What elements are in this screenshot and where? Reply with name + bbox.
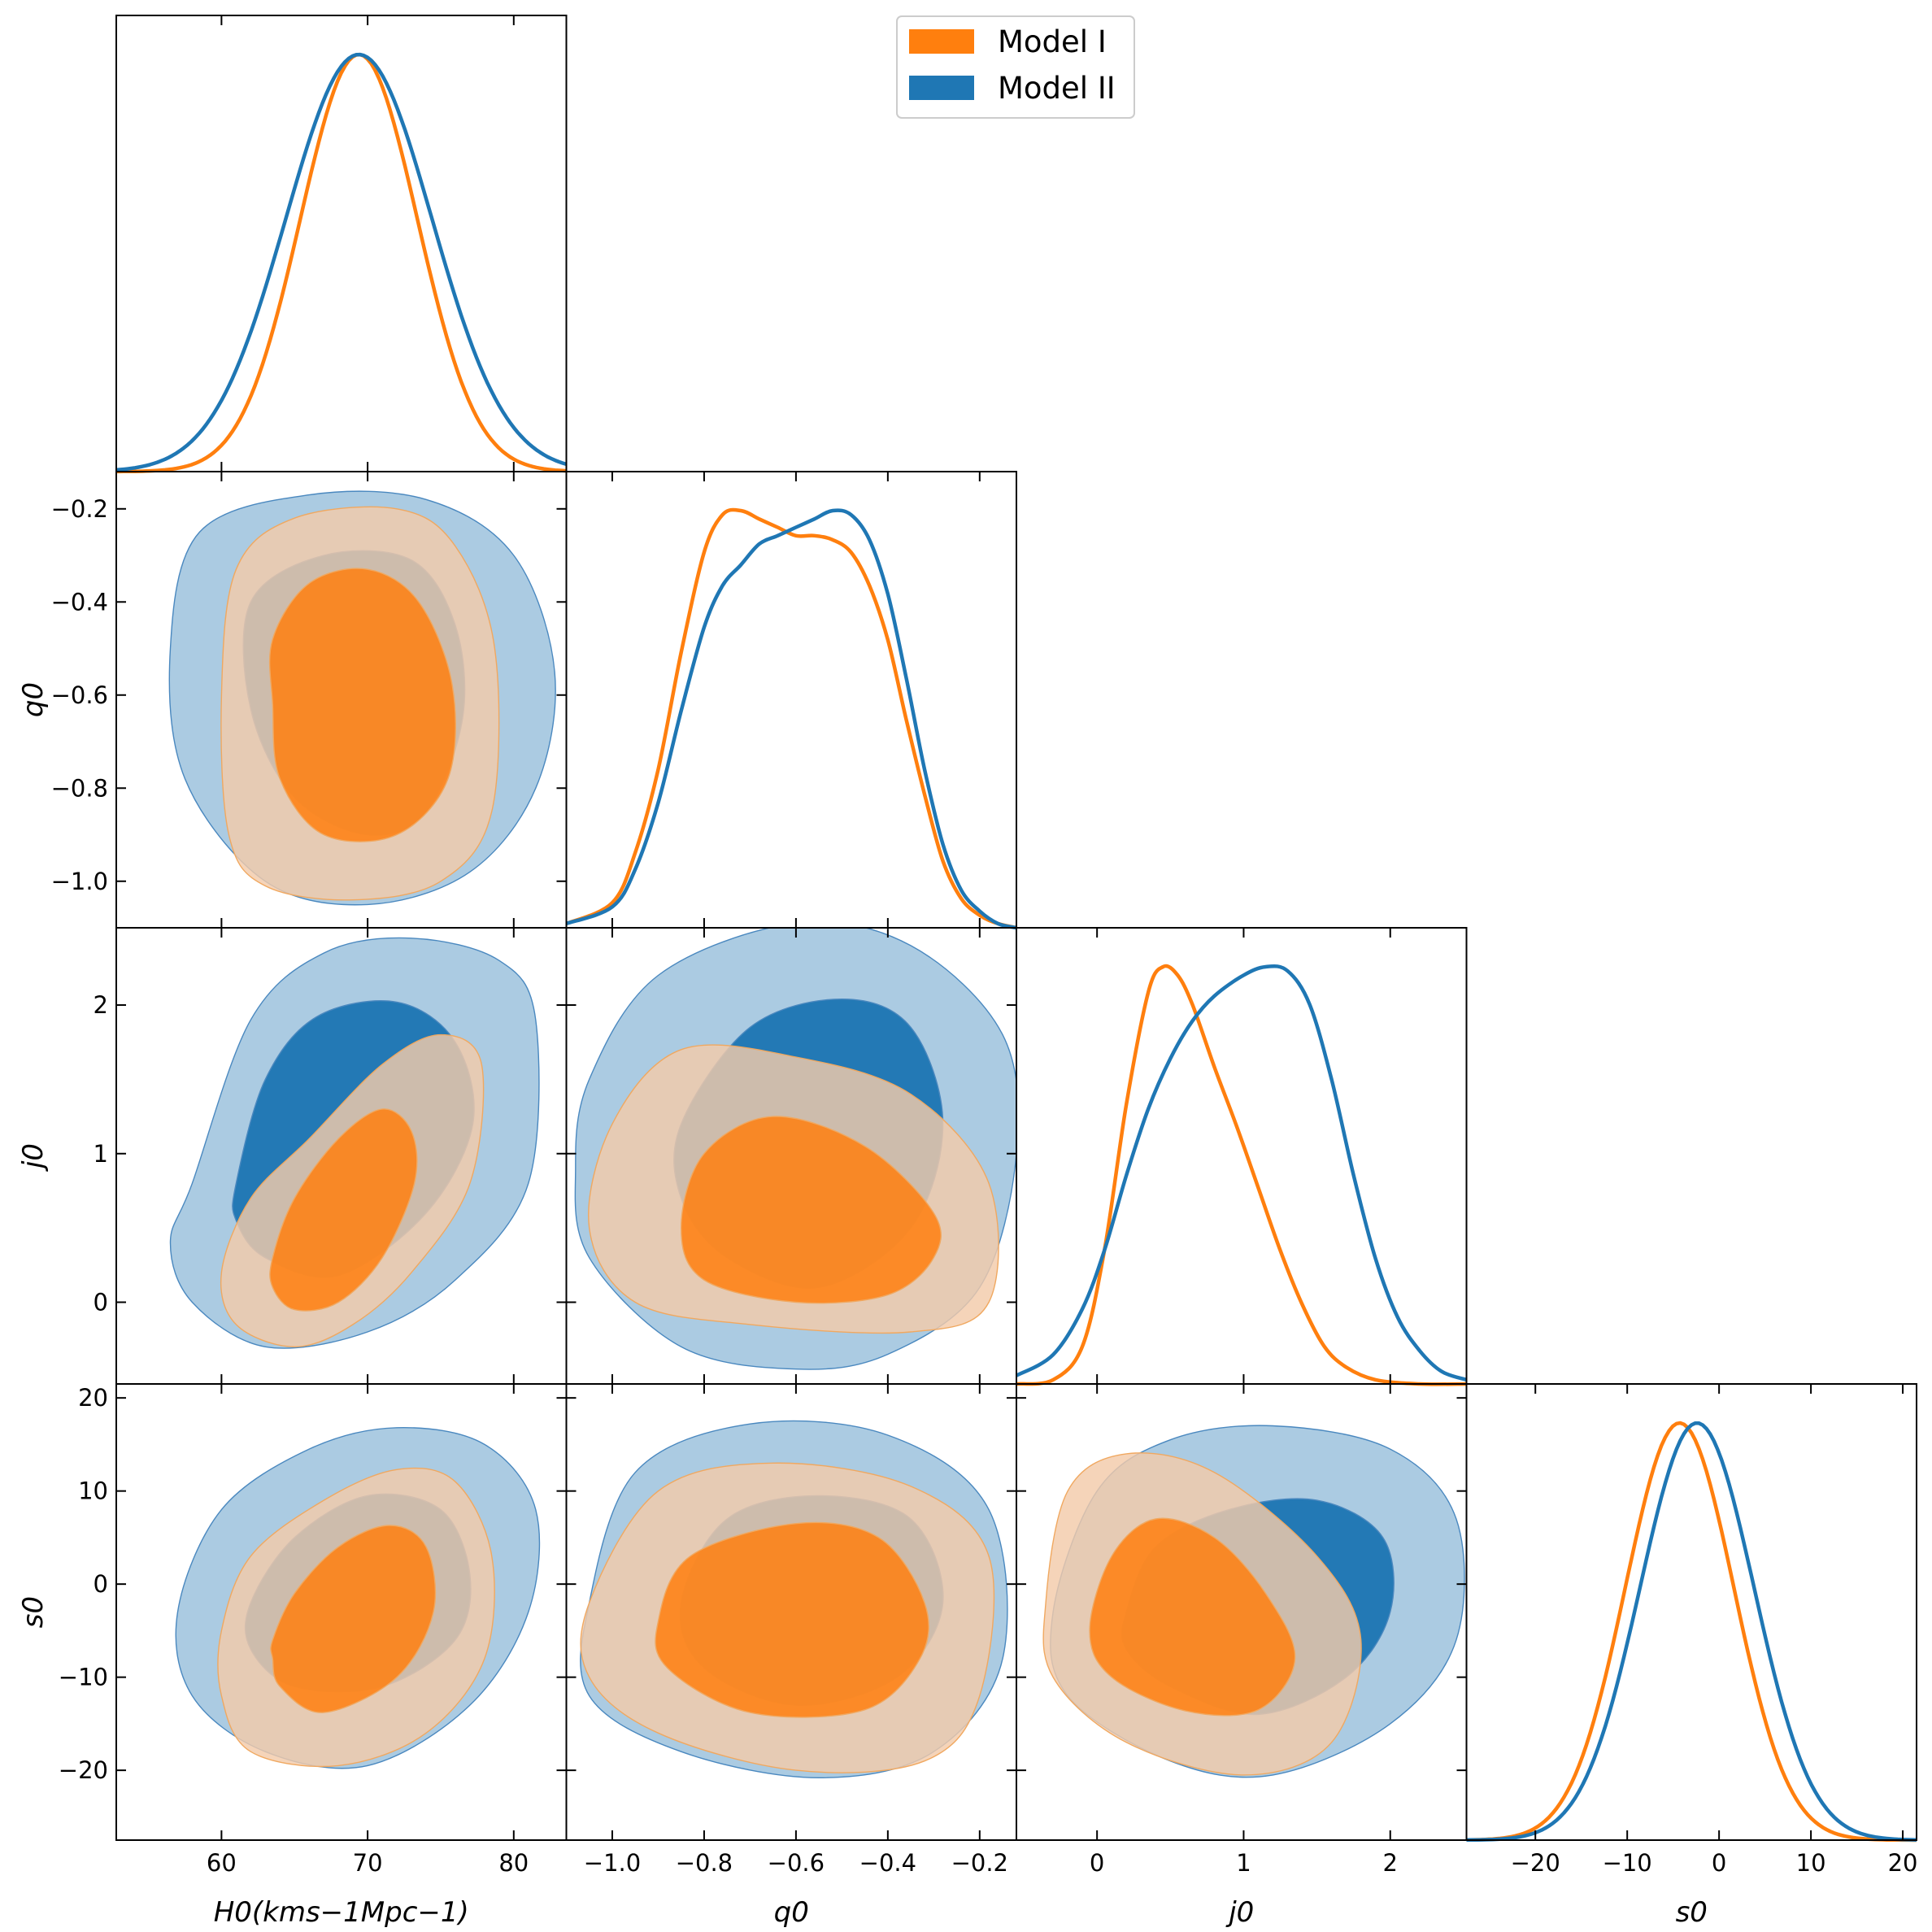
x-tick-label-s0-4: 20 [1888,1849,1918,1877]
contour-model-1-1sigma-H0-q0 [268,568,456,842]
x-tick-label-H0-0: 60 [207,1849,237,1877]
contour-panel-H0-q0 [168,490,556,906]
marginal-panel-s0 [1466,1421,1917,1843]
y-tick-label-j0-0: 0 [94,1288,108,1316]
marginal-curve-model-1-q0 [565,507,1017,930]
y-tick-label-s0-0: −20 [59,1756,108,1784]
y-tick-label-q0-2: −0.6 [51,681,108,709]
contour-model-1-1sigma-j0-s0 [1089,1517,1296,1717]
y-tick-label-s0-2: 0 [94,1570,108,1598]
legend-label-model-2: Model II [998,71,1116,106]
x-tick-label-j0-0: 0 [1090,1849,1104,1877]
marginal-curve-model-1-H0 [116,52,567,474]
y-tick-label-q0-1: −0.8 [51,774,108,802]
x-tick-label-s0-3: 10 [1796,1849,1826,1877]
x-axis-label-j0: j0 [1225,1896,1254,1929]
y-tick-label-j0-1: 1 [94,1140,108,1168]
x-tick-label-H0-1: 70 [353,1849,383,1877]
legend-swatch-model-1 [909,29,974,54]
x-axis-label-H0: H0(kms−1Mpc−1) [214,1896,469,1929]
x-axis-label-s0: s0 [1676,1896,1708,1929]
y-tick-label-j0-2: 2 [94,991,108,1019]
contour-model-1-1sigma-q0-s0 [655,1521,929,1718]
tick-layer [116,15,1904,1840]
panel-frame-layer [115,15,1917,1841]
y-axis-label-j0: j0 [17,1143,50,1172]
marginal-panel-j0 [1015,964,1468,1386]
x-tick-label-H0-2: 80 [498,1849,529,1877]
y-tick-label-s0-4: 20 [78,1384,108,1412]
marginal-panel-H0 [115,52,568,474]
marginal-curve-model-2-j0 [1015,964,1468,1382]
y-tick-label-q0-0: −1.0 [51,868,108,895]
y-tick-label-s0-1: −10 [59,1664,108,1691]
x-tick-label-q0-3: −0.4 [859,1849,916,1877]
x-tick-label-j0-1: 1 [1236,1849,1251,1877]
contour-panel-j0-s0 [1042,1425,1465,1778]
y-tick-label-q0-3: −0.4 [51,588,108,616]
panel-frame-s0-s0 [1465,1383,1917,1841]
y-tick-label-s0-3: 10 [78,1477,108,1505]
contour-panel-H0-s0 [175,1426,541,1769]
x-tick-label-s0-2: 0 [1712,1849,1726,1877]
contour-model-1-1sigma-H0-s0 [270,1525,437,1713]
marginal-panel-q0 [565,507,1017,930]
contour-panel-q0-j0 [574,928,1016,1370]
x-tick-label-s0-0: −20 [1511,1849,1560,1877]
x-tick-label-q0-4: −0.2 [951,1849,1008,1877]
contour-panel-H0-j0 [169,937,540,1349]
legend-swatch-model-2 [909,76,974,100]
x-tick-label-q0-1: −0.8 [676,1849,733,1877]
y-tick-label-q0-4: −0.2 [51,495,108,523]
contour-model-1-1sigma-q0-j0 [680,1116,942,1304]
contour-model-1-1sigma-H0-j0 [269,1108,418,1312]
marginal-curve-model-2-s0 [1466,1421,1917,1843]
marginal-curve-model-2-q0 [565,508,1017,930]
legend: Model I Model II [896,15,1135,119]
x-tick-label-j0-2: 2 [1383,1849,1398,1877]
x-tick-label-q0-0: −1.0 [584,1849,641,1877]
marginal-curve-model-1-s0 [1466,1421,1917,1843]
x-tick-label-q0-2: −0.6 [768,1849,825,1877]
axis-label-layer: 60 70 80 H0(kms−1Mpc−1) −1.0 −0.8 −0.6 −0.4 −0.2… [17,495,1918,1929]
contour-panel-q0-s0 [580,1420,1008,1779]
panel-frame-j0-j0 [1016,927,1468,1385]
y-axis-label-q0: q0 [17,682,50,717]
contour-layer [168,490,1465,1779]
y-axis-label-s0: s0 [17,1596,50,1628]
x-axis-label-q0: q0 [774,1896,809,1929]
marginal-curve-layer [115,52,1917,1843]
x-tick-label-s0-1: −10 [1603,1849,1652,1877]
marginal-curve-model-2-H0 [115,52,568,472]
legend-label-model-1: Model I [998,24,1107,59]
